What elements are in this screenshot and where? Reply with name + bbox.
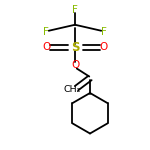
Text: S: S <box>71 41 79 54</box>
Text: F: F <box>72 5 78 15</box>
Text: O: O <box>42 42 51 52</box>
Text: O: O <box>99 42 108 52</box>
Text: F: F <box>101 27 107 37</box>
Text: CH₂: CH₂ <box>64 85 81 94</box>
Text: O: O <box>71 60 79 70</box>
Text: F: F <box>43 27 49 37</box>
